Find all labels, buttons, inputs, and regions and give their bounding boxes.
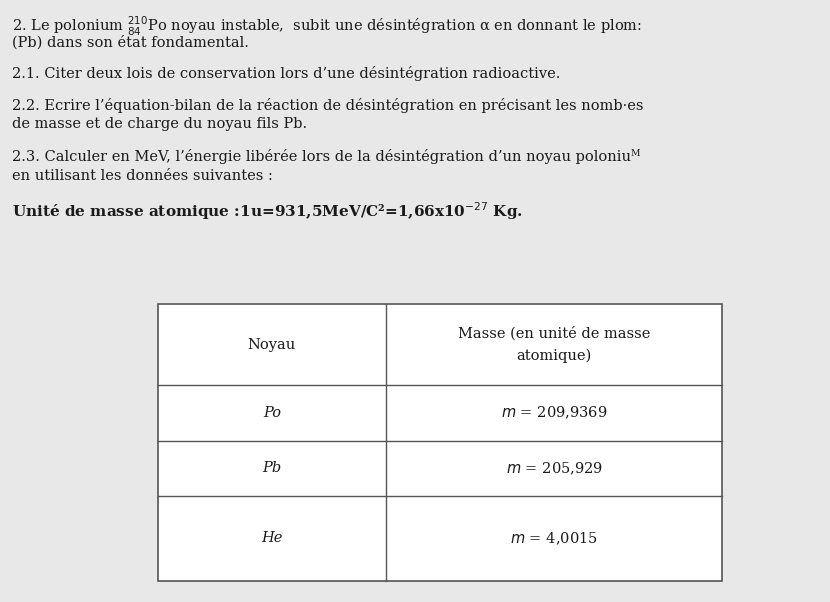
Text: Unité de masse atomique :1u=931,5MeV/C²=1,66x10$^{-27}$ Kg.: Unité de masse atomique :1u=931,5MeV/C²=… bbox=[12, 200, 524, 222]
Text: atomique): atomique) bbox=[516, 349, 592, 362]
Text: $m$ = 209,9369: $m$ = 209,9369 bbox=[500, 405, 608, 421]
Text: Pb: Pb bbox=[262, 461, 281, 476]
Text: de masse et de charge du noyau fils Pb.: de masse et de charge du noyau fils Pb. bbox=[12, 117, 308, 131]
Text: Masse (en unité de masse: Masse (en unité de masse bbox=[458, 327, 650, 341]
Text: Noyau: Noyau bbox=[247, 338, 296, 352]
Text: (Pb) dans son état fondamental.: (Pb) dans son état fondamental. bbox=[12, 35, 249, 49]
Text: en utilisant les données suivantes :: en utilisant les données suivantes : bbox=[12, 169, 273, 183]
Text: $m$ = 205,929: $m$ = 205,929 bbox=[505, 460, 603, 477]
Text: $m$ = 4,0015: $m$ = 4,0015 bbox=[510, 530, 598, 547]
Text: He: He bbox=[261, 532, 282, 545]
Text: Po: Po bbox=[263, 406, 281, 420]
Text: 2.2. Ecrire l’équation-bilan de la réaction de désintégration en précisant les n: 2.2. Ecrire l’équation-bilan de la réact… bbox=[12, 98, 644, 113]
Text: 2.3. Calculer en MeV, l’énergie libérée lors de la désintégration d’un noyau pol: 2.3. Calculer en MeV, l’énergie libérée … bbox=[12, 149, 641, 164]
Text: 2.1. Citer deux lois de conservation lors d’une désintégration radioactive.: 2.1. Citer deux lois de conservation lor… bbox=[12, 66, 561, 81]
Text: 2. Le polonium $^{210}_{84}$Po noyau instable,  subit une désintégration α en do: 2. Le polonium $^{210}_{84}$Po noyau ins… bbox=[12, 15, 642, 39]
FancyBboxPatch shape bbox=[158, 304, 722, 581]
